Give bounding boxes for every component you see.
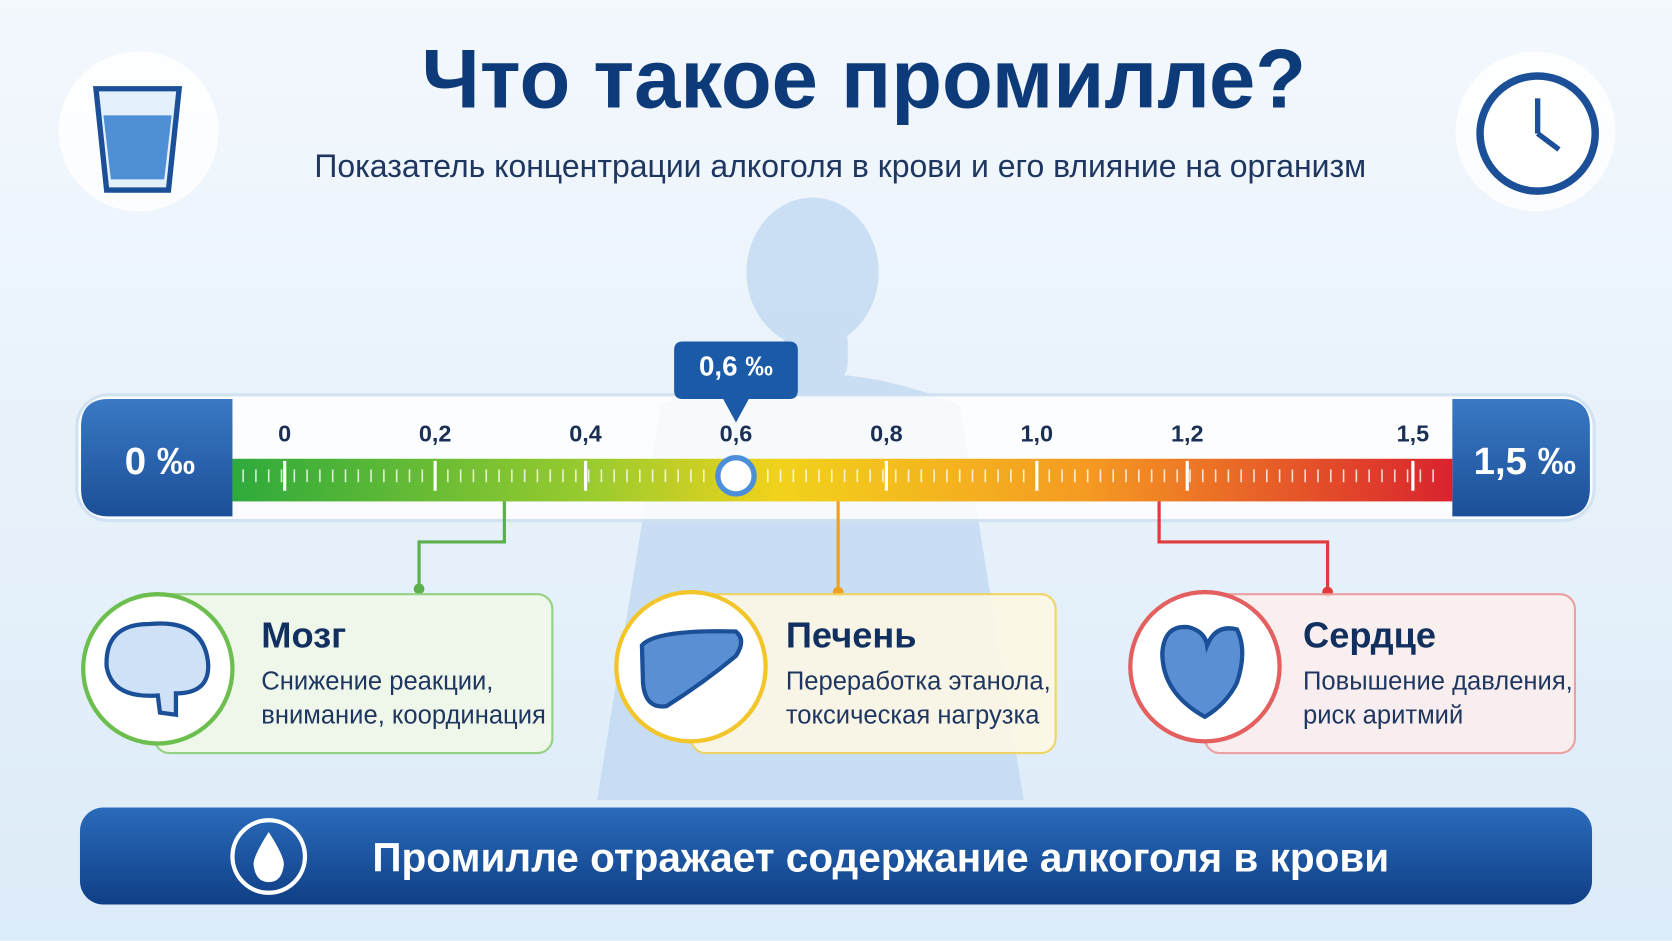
clock-icon: [1476, 72, 1599, 195]
marker-label: 0,6 ‰: [699, 350, 773, 381]
marker-knob: [715, 455, 757, 497]
footer-banner: [79, 807, 1593, 905]
tick-label: 1,2: [1171, 420, 1204, 446]
card-liver: Печень Переработка этанола, токсическая …: [614, 589, 1057, 755]
tick-label: 0,8: [870, 420, 903, 446]
card-text: Повышение давления,: [1303, 667, 1573, 695]
tick-label: 1,0: [1021, 420, 1054, 446]
scale-max-label: 1,5 ‰: [1474, 440, 1576, 483]
tick-label: 0: [278, 420, 291, 446]
marker-callout: [674, 341, 798, 423]
footer-text: Промилле отражает содержание алкоголя в …: [372, 834, 1389, 880]
tick-label: 0,2: [419, 420, 452, 446]
card-brain: Мозг Снижение реакции, внимание, координ…: [81, 592, 554, 755]
card-text: Переработка этанола,: [786, 667, 1051, 695]
scale-min-label: 0 ‰: [125, 440, 195, 483]
scale-ticks: 0 0,2 0,4 0,6 0,8 1,0 1,2 1,5: [242, 420, 1434, 491]
drop-icon: [230, 818, 308, 895]
tick-label: 0,4: [569, 420, 602, 446]
scale-max-block: [1452, 399, 1590, 517]
card-text: токсическая нагрузка: [786, 702, 1040, 730]
card-title: Мозг: [261, 614, 346, 655]
tick-label: 0,6: [720, 420, 753, 446]
card-heart: Сердце Повышение давления, риск аритмий: [1128, 589, 1577, 755]
card-title: Сердце: [1303, 614, 1436, 655]
tick-label: 1,5: [1397, 420, 1430, 446]
subtitle: Показатель концентрации алкоголя в крови…: [314, 148, 1366, 184]
card-title: Печень: [786, 614, 917, 655]
marker: 0,6 ‰: [674, 341, 798, 497]
connectors: [413, 501, 1333, 598]
glass-icon: [93, 86, 183, 193]
card-text: риск аритмий: [1303, 702, 1463, 730]
card-text: Снижение реакции,: [261, 667, 493, 695]
scale-bar: [232, 458, 1453, 502]
scale-panel: [75, 393, 1596, 523]
card-text: внимание, координация: [261, 702, 546, 730]
scale-min-block: [81, 399, 233, 517]
title: Что такое промилле?: [421, 33, 1306, 126]
